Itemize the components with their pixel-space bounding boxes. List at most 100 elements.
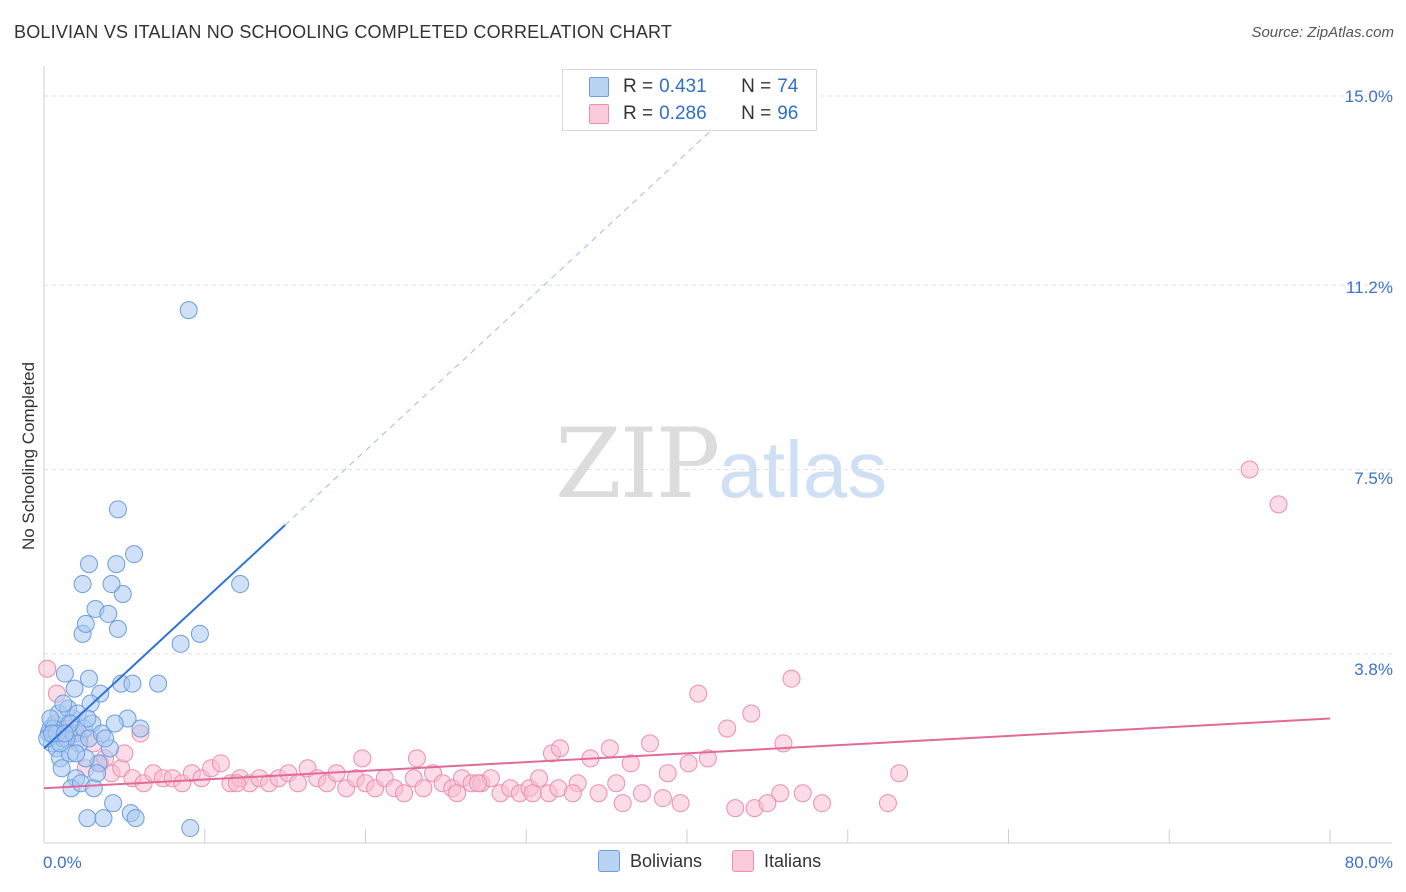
italians-point: [698, 749, 717, 768]
italians-point: [653, 789, 672, 808]
bolivians-swatch: [589, 77, 609, 97]
italians-point: [890, 764, 909, 783]
legend-label-italians: Italians: [764, 850, 822, 871]
italians-point: [551, 739, 570, 758]
y-tick-label: 7.5%: [1354, 469, 1393, 488]
bolivians-point: [65, 679, 84, 698]
italians-point: [407, 749, 426, 768]
bolivians-point: [108, 500, 127, 519]
bolivians-point: [78, 709, 97, 728]
bolivians-point: [105, 714, 124, 733]
bolivians-point: [52, 759, 71, 778]
x-tick-label-right: 80.0%: [1344, 853, 1393, 872]
bolivians-point: [88, 764, 107, 783]
x-tick-label-left: 0.0%: [43, 853, 82, 872]
bolivians-point: [55, 724, 74, 743]
italians-point: [1269, 495, 1288, 514]
italians-point: [523, 784, 542, 803]
bolivians-point: [104, 794, 123, 813]
italians-point: [613, 794, 632, 813]
italians-point: [353, 749, 372, 768]
italians-point: [718, 719, 737, 738]
stats-row-bolivians: R = 0.431 N = 74: [563, 74, 798, 100]
bolivians-point: [107, 555, 126, 574]
italians-point: [758, 794, 777, 813]
italians-point: [414, 779, 433, 798]
legend-item-italians[interactable]: Italians: [732, 850, 821, 872]
italians-point: [395, 784, 414, 803]
italians-point: [742, 704, 761, 723]
bolivians-legend-swatch: [598, 850, 620, 872]
italians-point: [658, 764, 677, 783]
y-tick-label: 11.2%: [1346, 278, 1393, 297]
italians-point: [469, 774, 488, 793]
italians-point: [621, 754, 640, 773]
italians-point: [689, 684, 708, 703]
italians-point: [607, 774, 626, 793]
bolivians-point: [76, 614, 95, 633]
n-label: N =: [741, 103, 772, 124]
legend-label-bolivians: Bolivians: [630, 850, 703, 871]
stats-legend: R = 0.431 N = 74 R = 0.286 N = 96: [562, 69, 817, 131]
bolivians-point: [231, 575, 250, 594]
italians-point: [878, 794, 897, 813]
n-value: 74: [777, 76, 799, 97]
watermark-zip: ZIP: [555, 408, 720, 520]
bolivians-point: [179, 301, 198, 320]
watermark-atlas: atlas: [718, 425, 888, 514]
italians-point: [632, 784, 651, 803]
r-value: 0.431: [659, 76, 707, 97]
italians-legend-swatch: [732, 850, 755, 872]
legend-item-bolivians[interactable]: Bolivians: [598, 850, 702, 872]
y-tick-label: 3.8%: [1354, 660, 1393, 679]
bolivians-point: [80, 555, 99, 574]
italians-point: [38, 659, 57, 678]
italians-swatch: [589, 104, 609, 124]
bolivians-point: [67, 744, 86, 763]
bolivians-point: [171, 634, 190, 653]
bolivians-point: [73, 575, 92, 594]
source-label: Source: ZipAtlas.com: [1251, 24, 1394, 41]
italians-point: [671, 794, 690, 813]
italians-point: [530, 769, 549, 788]
italians-point: [782, 669, 801, 688]
bolivians-trend-extension: [284, 122, 720, 526]
bolivians-point: [54, 694, 73, 713]
watermark: ZIPatlas: [555, 408, 887, 520]
bolivians-point: [125, 545, 144, 564]
n-value: 96: [777, 103, 799, 124]
bolivians-point: [55, 664, 74, 683]
bolivians-point: [78, 809, 97, 828]
italians-point: [679, 754, 698, 773]
italians-point: [563, 784, 582, 803]
bolivians-point: [80, 669, 99, 688]
bolivians-trend-line: [43, 524, 286, 750]
italians-point: [600, 739, 619, 758]
italians-point: [793, 784, 812, 803]
italians-point: [1240, 460, 1259, 479]
bolivians-point: [190, 624, 209, 643]
italians-point: [771, 784, 790, 803]
italians-point: [813, 794, 832, 813]
bolivians-point: [113, 585, 132, 603]
italians-point: [726, 799, 745, 818]
bolivians-point: [84, 779, 103, 798]
bolivians-point: [123, 674, 142, 693]
italians-point: [211, 754, 230, 773]
bolivians-point: [131, 719, 150, 738]
y-axis-label: No Schooling Completed: [19, 361, 38, 551]
bolivians-point: [108, 619, 127, 638]
bolivians-point: [94, 809, 113, 828]
r-label: R =: [623, 76, 654, 97]
n-label: N =: [741, 76, 772, 97]
bolivians-point: [41, 709, 60, 728]
chart-title: BOLIVIAN VS ITALIAN NO SCHOOLING COMPLET…: [14, 22, 673, 42]
italians-point: [589, 784, 608, 803]
bolivians-point: [99, 604, 118, 623]
italians-point: [288, 774, 307, 793]
bolivians-point: [102, 575, 121, 594]
bolivians-point: [126, 809, 145, 828]
r-label: R =: [623, 103, 654, 124]
bolivians-point: [149, 674, 168, 693]
